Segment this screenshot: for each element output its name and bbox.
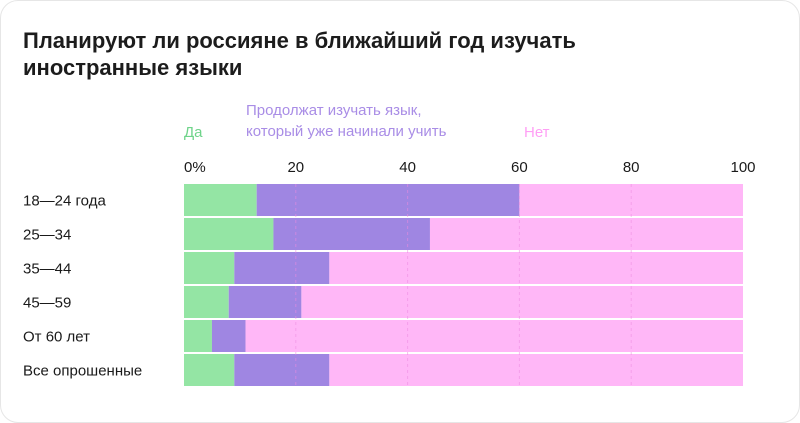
bar-segment-no: [329, 354, 743, 386]
bar-segment-continue: [273, 218, 430, 250]
legend-label-continue-line2: который уже начинали учить: [246, 123, 447, 140]
category-label: 35—44: [23, 261, 71, 278]
bar-segment-yes: [184, 184, 257, 216]
x-tick-label: 60: [511, 159, 528, 176]
x-tick-label: 0%: [184, 159, 206, 176]
legend-label-no: Нет: [524, 124, 550, 141]
category-label: Все опрошенные: [23, 363, 142, 380]
legend-item-no: Нет: [524, 122, 550, 143]
bar-segment-yes: [184, 252, 235, 284]
chart-title: Планируют ли россияне в ближайший год из…: [23, 28, 576, 80]
bar-segment-continue: [256, 184, 520, 216]
category-label: 18—24 года: [23, 193, 106, 210]
category-label: 45—59: [23, 295, 71, 312]
bar-segment-continue: [211, 320, 246, 352]
bar-segment-no: [329, 252, 743, 284]
bar-segment-yes: [184, 320, 212, 352]
bar-segment-no: [429, 218, 743, 250]
bar-segment-no: [245, 320, 744, 352]
x-tick-label: 80: [623, 159, 640, 176]
category-label: От 60 лет: [23, 329, 90, 346]
x-tick-label: 20: [287, 159, 304, 176]
bar-segment-yes: [184, 218, 274, 250]
legend-item-continue: Продолжат изучать язык, который уже начи…: [246, 100, 446, 142]
bar-segment-yes: [184, 354, 235, 386]
bar-segment-no: [301, 286, 743, 318]
x-tick-label: 40: [399, 159, 416, 176]
bar-segment-no: [519, 184, 743, 216]
bar-segment-yes: [184, 286, 229, 318]
x-tick-label: 100: [730, 159, 755, 176]
legend-item-yes: Да: [184, 122, 203, 143]
legend-label-yes: Да: [184, 124, 203, 141]
bar-segment-continue: [234, 354, 330, 386]
bar-segment-continue: [234, 252, 330, 284]
bar-segment-continue: [228, 286, 302, 318]
legend-label-continue-line1: Продолжат изучать язык,: [246, 102, 422, 119]
category-label: 25—34: [23, 227, 71, 244]
